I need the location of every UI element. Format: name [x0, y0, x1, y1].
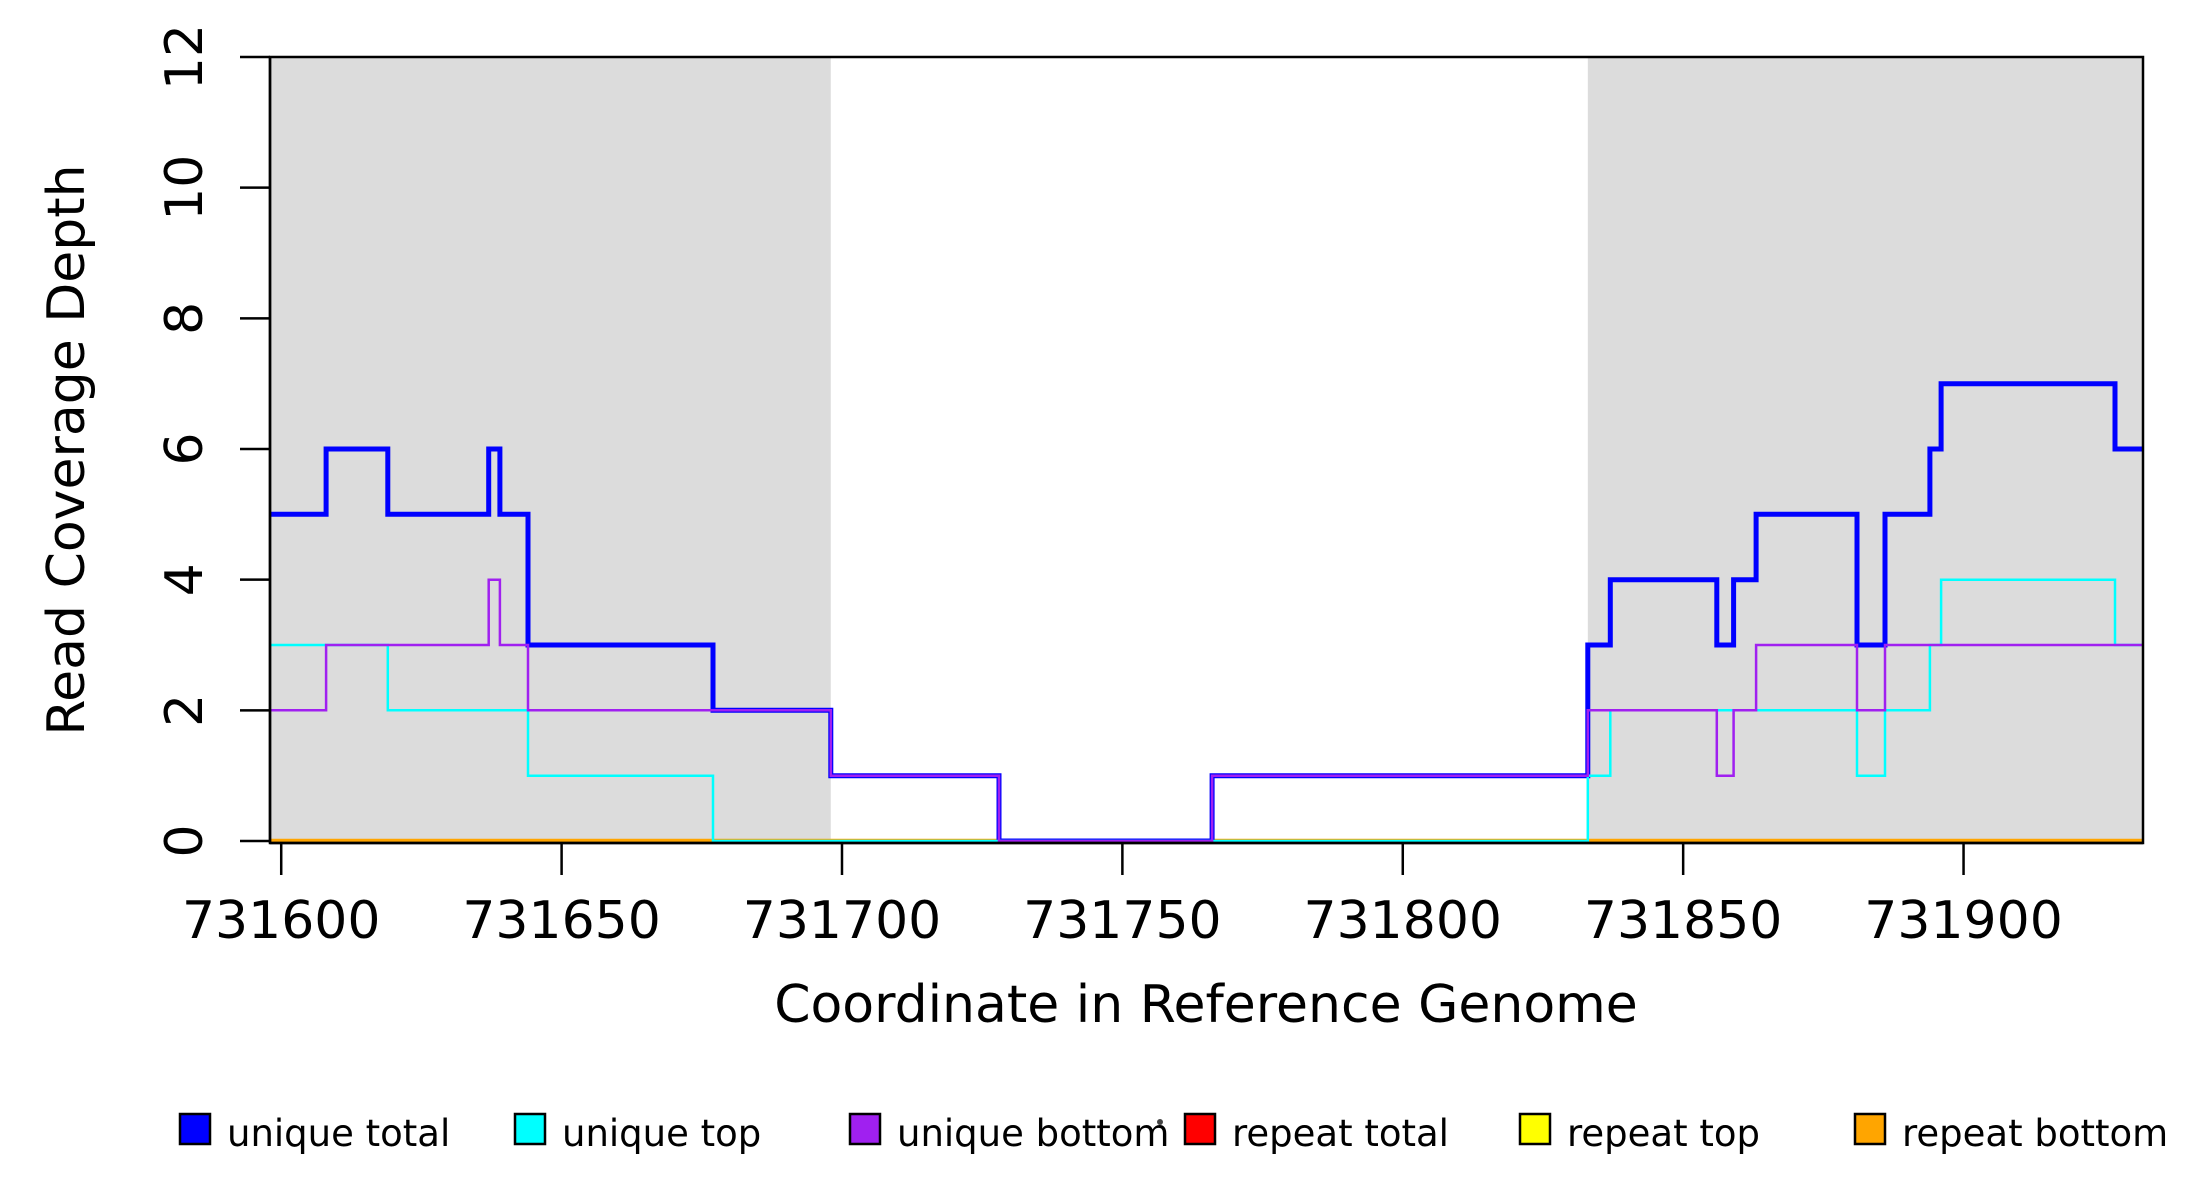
- series-line-unique-bottom: [270, 578, 2143, 843]
- y-tick-label-0: 0: [155, 824, 215, 857]
- legend-label-repeat-top: repeat top: [1567, 1112, 1760, 1155]
- axes-layer: 731600 731650 731700 731750 731800 731850 7319…: [155, 24, 2143, 951]
- x-tick-label-731600: 731600: [182, 891, 381, 951]
- shaded-region-2: [1587, 57, 2143, 843]
- y-tick-label-8: 8: [155, 302, 215, 335]
- x-tick-label-731650: 731650: [462, 891, 661, 951]
- y-tick-label-6: 6: [155, 432, 215, 465]
- x-tick-label-731850: 731850: [1584, 891, 1783, 951]
- legend-swatch-unique-bottom: [848, 1112, 882, 1146]
- x-tick-label-731750: 731750: [1023, 891, 1222, 951]
- legend-entry-repeat-bottom: repeat bottom: [1853, 1112, 2168, 1155]
- legend-label-unique-top: unique top: [562, 1112, 761, 1155]
- legend: unique total unique top unique bottom repea…: [178, 1112, 2168, 1155]
- legend-entry-unique-total: unique total: [178, 1112, 450, 1155]
- y-tick-label-4: 4: [155, 563, 215, 596]
- x-tick-label-731800: 731800: [1304, 891, 1503, 951]
- y-tick-label-12: 12: [155, 24, 215, 90]
- legend-entry-repeat-total: repeat total: [1183, 1112, 1449, 1155]
- y-tick-label-2: 2: [155, 694, 215, 727]
- legend-entry-repeat-top: repeat top: [1518, 1112, 1760, 1155]
- legend-label-unique-bottom: unique bottom: [897, 1112, 1169, 1155]
- x-tick-label-731700: 731700: [743, 891, 942, 951]
- legend-label-repeat-total: repeat total: [1232, 1112, 1449, 1155]
- series-layer: [270, 381, 2143, 844]
- stray-mark: [1157, 1119, 1163, 1125]
- legend-label-repeat-bottom: repeat bottom: [1902, 1112, 2168, 1155]
- y-axis-title: Read Coverage Depth: [37, 164, 97, 735]
- shaded-regions-layer: [270, 57, 2143, 843]
- x-axis-title: Coordinate in Reference Genome: [774, 975, 1638, 1035]
- legend-swatch-repeat-total: [1183, 1112, 1217, 1146]
- legend-entry-unique-bottom: unique bottom: [848, 1112, 1169, 1155]
- legend-swatch-unique-total: [178, 1112, 212, 1146]
- legend-swatch-repeat-bottom: [1853, 1112, 1887, 1146]
- legend-swatch-unique-top: [513, 1112, 547, 1146]
- legend-entry-unique-top: unique top: [513, 1112, 761, 1155]
- x-tick-label-731900: 731900: [1864, 891, 2063, 951]
- legend-swatch-repeat-top: [1518, 1112, 1552, 1146]
- y-tick-label-10: 10: [155, 155, 215, 221]
- legend-label-unique-total: unique total: [227, 1112, 450, 1155]
